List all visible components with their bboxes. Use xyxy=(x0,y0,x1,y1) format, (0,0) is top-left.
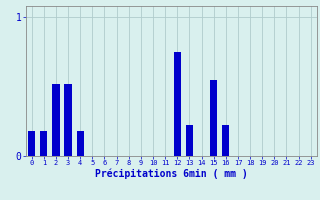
Bar xyxy=(64,84,72,156)
Bar xyxy=(28,131,35,156)
Bar xyxy=(210,80,217,156)
Bar xyxy=(186,125,193,156)
Bar xyxy=(52,84,60,156)
Bar xyxy=(40,131,47,156)
Bar xyxy=(222,125,229,156)
Bar xyxy=(76,131,84,156)
X-axis label: Précipitations 6min ( mm ): Précipitations 6min ( mm ) xyxy=(95,169,248,179)
Bar xyxy=(174,52,181,156)
